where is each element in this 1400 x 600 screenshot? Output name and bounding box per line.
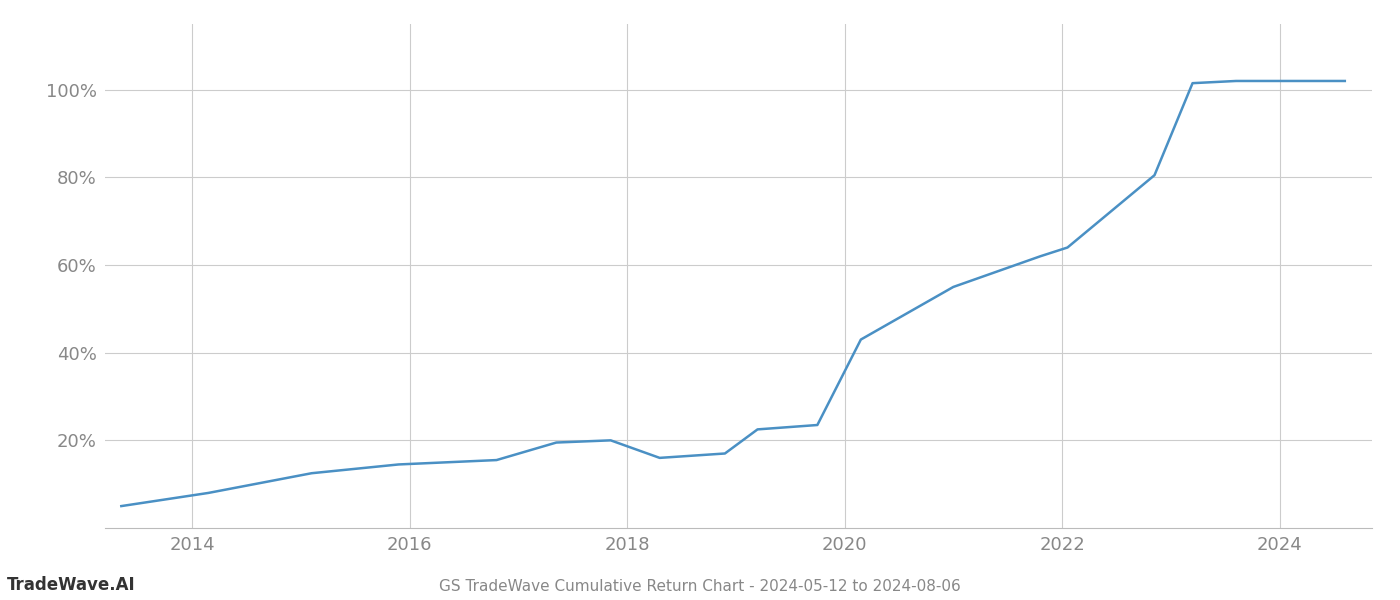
Text: TradeWave.AI: TradeWave.AI xyxy=(7,576,136,594)
Text: GS TradeWave Cumulative Return Chart - 2024-05-12 to 2024-08-06: GS TradeWave Cumulative Return Chart - 2… xyxy=(440,579,960,594)
